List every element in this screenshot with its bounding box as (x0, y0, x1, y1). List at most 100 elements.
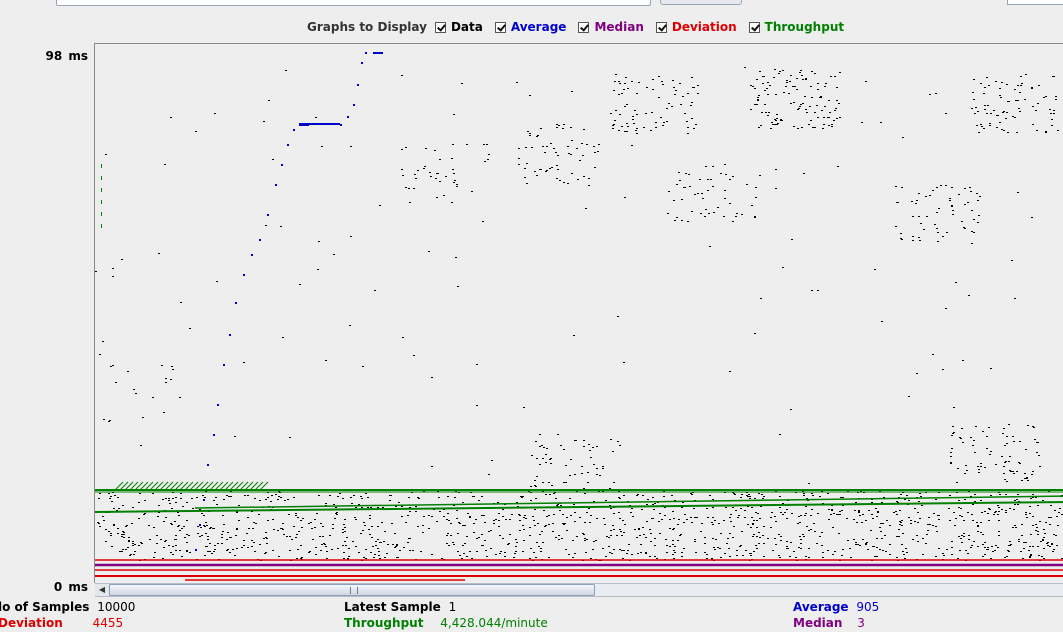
toggle-data[interactable]: Data (434, 20, 483, 34)
data-point (672, 554, 674, 555)
data-point (766, 88, 768, 89)
data-point (767, 538, 769, 539)
data-point (1032, 426, 1034, 427)
data-point (275, 494, 277, 495)
toggle-average[interactable]: Average (494, 20, 566, 34)
data-point (989, 123, 991, 124)
data-point (1023, 542, 1025, 543)
browse-button[interactable] (660, 0, 742, 5)
data-point (1023, 548, 1025, 549)
data-point (807, 500, 809, 501)
data-point (960, 438, 962, 439)
checkbox-deviation[interactable] (655, 21, 667, 33)
data-point (811, 97, 813, 98)
data-point (610, 530, 612, 531)
data-point (227, 532, 229, 533)
toggle-deviation[interactable]: Deviation (655, 20, 737, 34)
data-point (199, 509, 201, 510)
checkbox-average[interactable] (494, 21, 506, 33)
data-point (180, 302, 182, 303)
data-point (540, 548, 542, 549)
data-point (830, 76, 832, 77)
data-point (453, 173, 455, 174)
data-point (621, 93, 623, 94)
data-point (654, 556, 656, 557)
data-point (972, 504, 974, 505)
scrollbar-thumb[interactable] (109, 584, 595, 596)
data-point (1029, 556, 1031, 557)
checkbox-median[interactable] (578, 21, 590, 33)
data-point (1037, 546, 1039, 547)
data-point (707, 179, 709, 180)
data-point (122, 549, 124, 550)
scroll-left-arrow-icon[interactable]: ◀ (95, 584, 110, 596)
data-point (221, 543, 223, 544)
data-point (906, 495, 908, 496)
data-point (620, 531, 622, 532)
data-point (522, 496, 524, 497)
data-point (971, 243, 973, 244)
data-point (1053, 549, 1055, 550)
data-point (980, 532, 982, 533)
data-point (895, 226, 897, 227)
data-point (987, 105, 989, 106)
data-point (170, 523, 172, 524)
data-point (750, 85, 752, 86)
data-point (102, 341, 104, 342)
data-point (559, 510, 561, 511)
data-point (980, 500, 982, 501)
data-point (342, 498, 344, 499)
throughput-tick (159, 481, 169, 491)
data-point (798, 547, 800, 548)
data-point (287, 499, 289, 500)
data-point (457, 286, 459, 287)
toolbar-button[interactable] (1007, 0, 1063, 5)
data-point (896, 536, 898, 537)
data-point (782, 503, 784, 504)
data-point (309, 551, 311, 552)
data-point (713, 212, 715, 213)
data-point (267, 497, 269, 498)
data-point (949, 495, 951, 496)
data-point (970, 547, 972, 548)
data-point (574, 512, 576, 513)
filename-field[interactable] (56, 0, 651, 6)
data-point (443, 516, 445, 517)
data-point (311, 528, 313, 529)
average-point (340, 124, 342, 126)
data-point (207, 536, 209, 537)
data-point (121, 534, 123, 535)
checkbox-data[interactable] (434, 21, 446, 33)
data-point (697, 193, 699, 194)
data-point (973, 541, 975, 542)
data-point (806, 526, 808, 527)
data-point (932, 354, 934, 355)
data-point (1041, 556, 1043, 557)
data-point (950, 463, 952, 464)
data-point (408, 188, 410, 189)
data-point (403, 547, 405, 548)
data-point (606, 536, 608, 537)
data-point (802, 103, 804, 104)
data-point (976, 125, 978, 126)
data-point (839, 514, 841, 515)
data-point (315, 554, 317, 555)
data-point (629, 505, 631, 506)
average-point (293, 129, 295, 131)
data-point (361, 507, 363, 508)
horizontal-scrollbar[interactable]: ◀ (95, 583, 1063, 597)
data-point (824, 106, 826, 107)
data-point (370, 552, 372, 553)
data-point (163, 547, 165, 548)
data-point (974, 501, 976, 502)
data-point (804, 515, 806, 516)
toggle-median[interactable]: Median (578, 20, 644, 34)
data-point (744, 67, 746, 68)
data-point (125, 526, 127, 527)
throughput-tick (144, 481, 154, 491)
data-point (566, 517, 568, 518)
data-point (881, 321, 883, 322)
toggle-throughput[interactable]: Throughput (748, 20, 844, 34)
checkbox-throughput[interactable] (748, 21, 760, 33)
data-point (622, 558, 624, 559)
